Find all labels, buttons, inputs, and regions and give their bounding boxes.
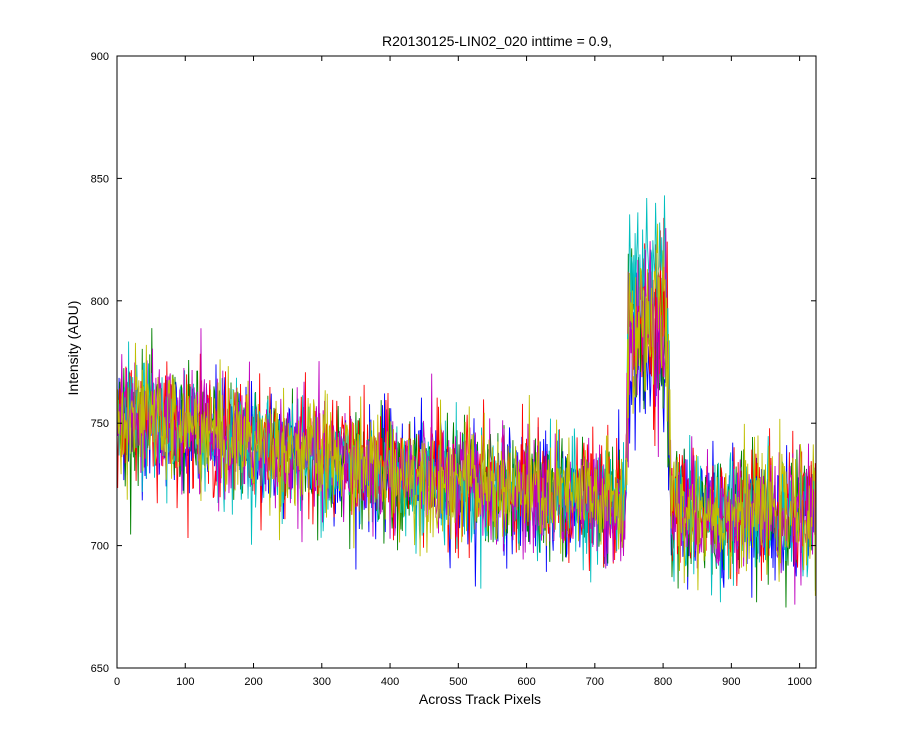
series-layer xyxy=(116,195,817,608)
x-tick-label: 400 xyxy=(381,676,399,688)
x-axis: 0 100 200 300 400 500 600 700 800 900 1000 xyxy=(114,56,812,688)
y-axis: 650 700 750 800 850 900 xyxy=(91,51,816,675)
x-tick-label: 1000 xyxy=(787,676,811,688)
x-tick-label: 300 xyxy=(313,676,331,688)
y-axis-title: Intensity (ADU) xyxy=(65,301,81,396)
x-tick-label: 100 xyxy=(176,676,194,688)
plot-frame xyxy=(116,55,817,669)
y-tick-label: 900 xyxy=(91,51,109,63)
x-tick-label: 800 xyxy=(654,676,672,688)
series-line-6 xyxy=(116,223,817,596)
y-tick-label: 750 xyxy=(91,418,109,430)
y-tick-label: 650 xyxy=(91,663,109,675)
y-tick-label: 800 xyxy=(91,296,109,308)
x-axis-title: Across Track Pixels xyxy=(419,691,541,707)
x-tick-label: 0 xyxy=(114,676,120,688)
x-tick-label: 900 xyxy=(722,676,740,688)
chart-title: R20130125-LIN02_020 inttime = 0.9, xyxy=(382,33,612,49)
y-tick-label: 850 xyxy=(91,173,109,185)
x-tick-label: 200 xyxy=(244,676,262,688)
plot-background xyxy=(117,56,816,668)
x-tick-label: 700 xyxy=(586,676,604,688)
y-tick-label: 700 xyxy=(91,541,109,553)
x-tick-label: 500 xyxy=(449,676,467,688)
x-tick-label: 600 xyxy=(517,676,535,688)
